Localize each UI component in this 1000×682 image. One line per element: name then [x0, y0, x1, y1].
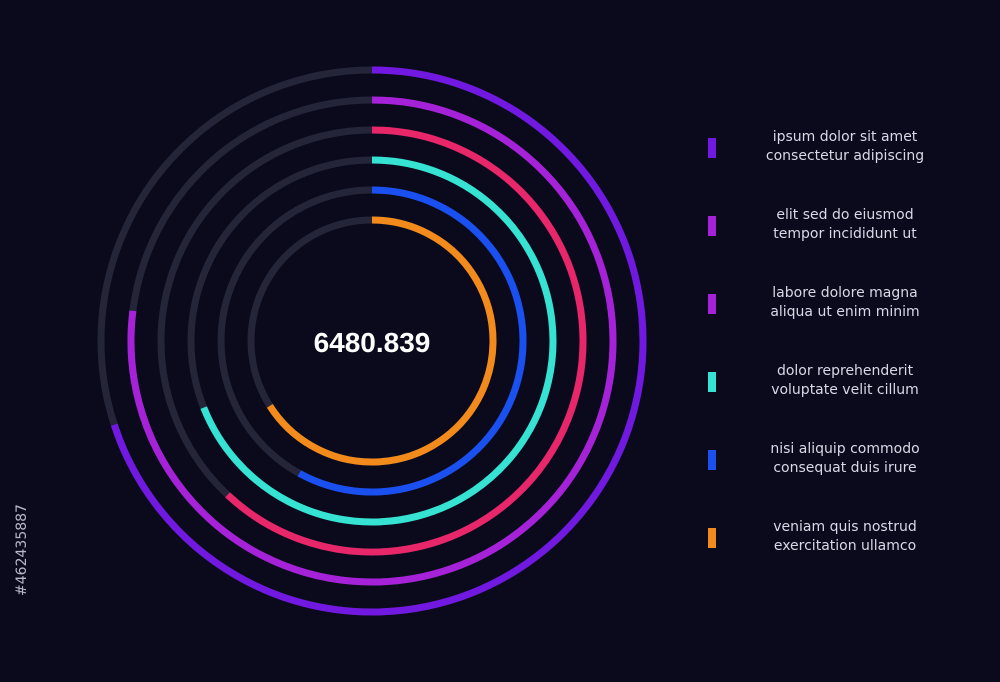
legend: ipsum dolor sit amet consectetur adipisc… — [700, 128, 960, 596]
legend-item: veniam quis nostrud exercitation ullamco — [700, 518, 960, 596]
legend-item: nisi aliquip commodo consequat duis irur… — [700, 440, 960, 518]
center-value: 6480.839 — [314, 327, 431, 358]
ring-arc — [266, 216, 497, 466]
legend-label: ipsum dolor sit amet consectetur adipisc… — [740, 128, 950, 166]
legend-item: elit sed do eiusmod tempor incididunt ut — [700, 206, 960, 284]
legend-label: elit sed do eiusmod tempor incididunt ut — [740, 206, 950, 244]
legend-label-line-2: aliqua ut enim minim — [770, 304, 920, 320]
ring-arc — [200, 156, 557, 526]
legend-label: nisi aliquip commodo consequat duis irur… — [740, 440, 950, 478]
ring-arc — [127, 96, 617, 586]
stock-id-watermark: #462435887 — [10, 440, 34, 660]
stock-id-text: #462435887 — [14, 504, 30, 596]
ring-arc — [110, 66, 647, 616]
legend-label-line-2: consequat duis irure — [773, 460, 917, 476]
legend-swatch — [708, 138, 716, 158]
ring-arcs — [110, 66, 647, 616]
legend-label: veniam quis nostrud exercitation ullamco — [740, 518, 950, 556]
legend-label-line-2: tempor incididunt ut — [773, 226, 917, 242]
legend-swatch — [708, 216, 716, 236]
legend-label-line-1: ipsum dolor sit amet — [772, 129, 918, 145]
legend-item: ipsum dolor sit amet consectetur adipisc… — [700, 128, 960, 206]
legend-label-line-2: voluptate velit cillum — [771, 382, 919, 398]
legend-label: labore dolore magna aliqua ut enim minim — [740, 284, 950, 322]
legend-label-line-1: labore dolore magna — [772, 285, 918, 301]
legend-label-line-1: nisi aliquip commodo — [770, 441, 920, 457]
legend-item: dolor reprehenderit voluptate velit cill… — [700, 362, 960, 440]
legend-swatch — [708, 450, 716, 470]
legend-label-line-2: consectetur adipiscing — [765, 148, 925, 164]
ring-arc — [225, 126, 587, 556]
legend-label-line-1: dolor reprehenderit — [776, 363, 914, 379]
legend-swatch — [708, 528, 716, 548]
legend-swatch — [708, 372, 716, 392]
legend-label-line-2: exercitation ullamco — [773, 538, 917, 554]
legend-label-line-1: veniam quis nostrud — [773, 519, 917, 535]
legend-swatch — [708, 294, 716, 314]
ring-arc — [297, 186, 527, 496]
legend-item: labore dolore magna aliqua ut enim minim — [700, 284, 960, 362]
legend-label-line-1: elit sed do eiusmod — [776, 207, 914, 223]
legend-label: dolor reprehenderit voluptate velit cill… — [740, 362, 950, 400]
